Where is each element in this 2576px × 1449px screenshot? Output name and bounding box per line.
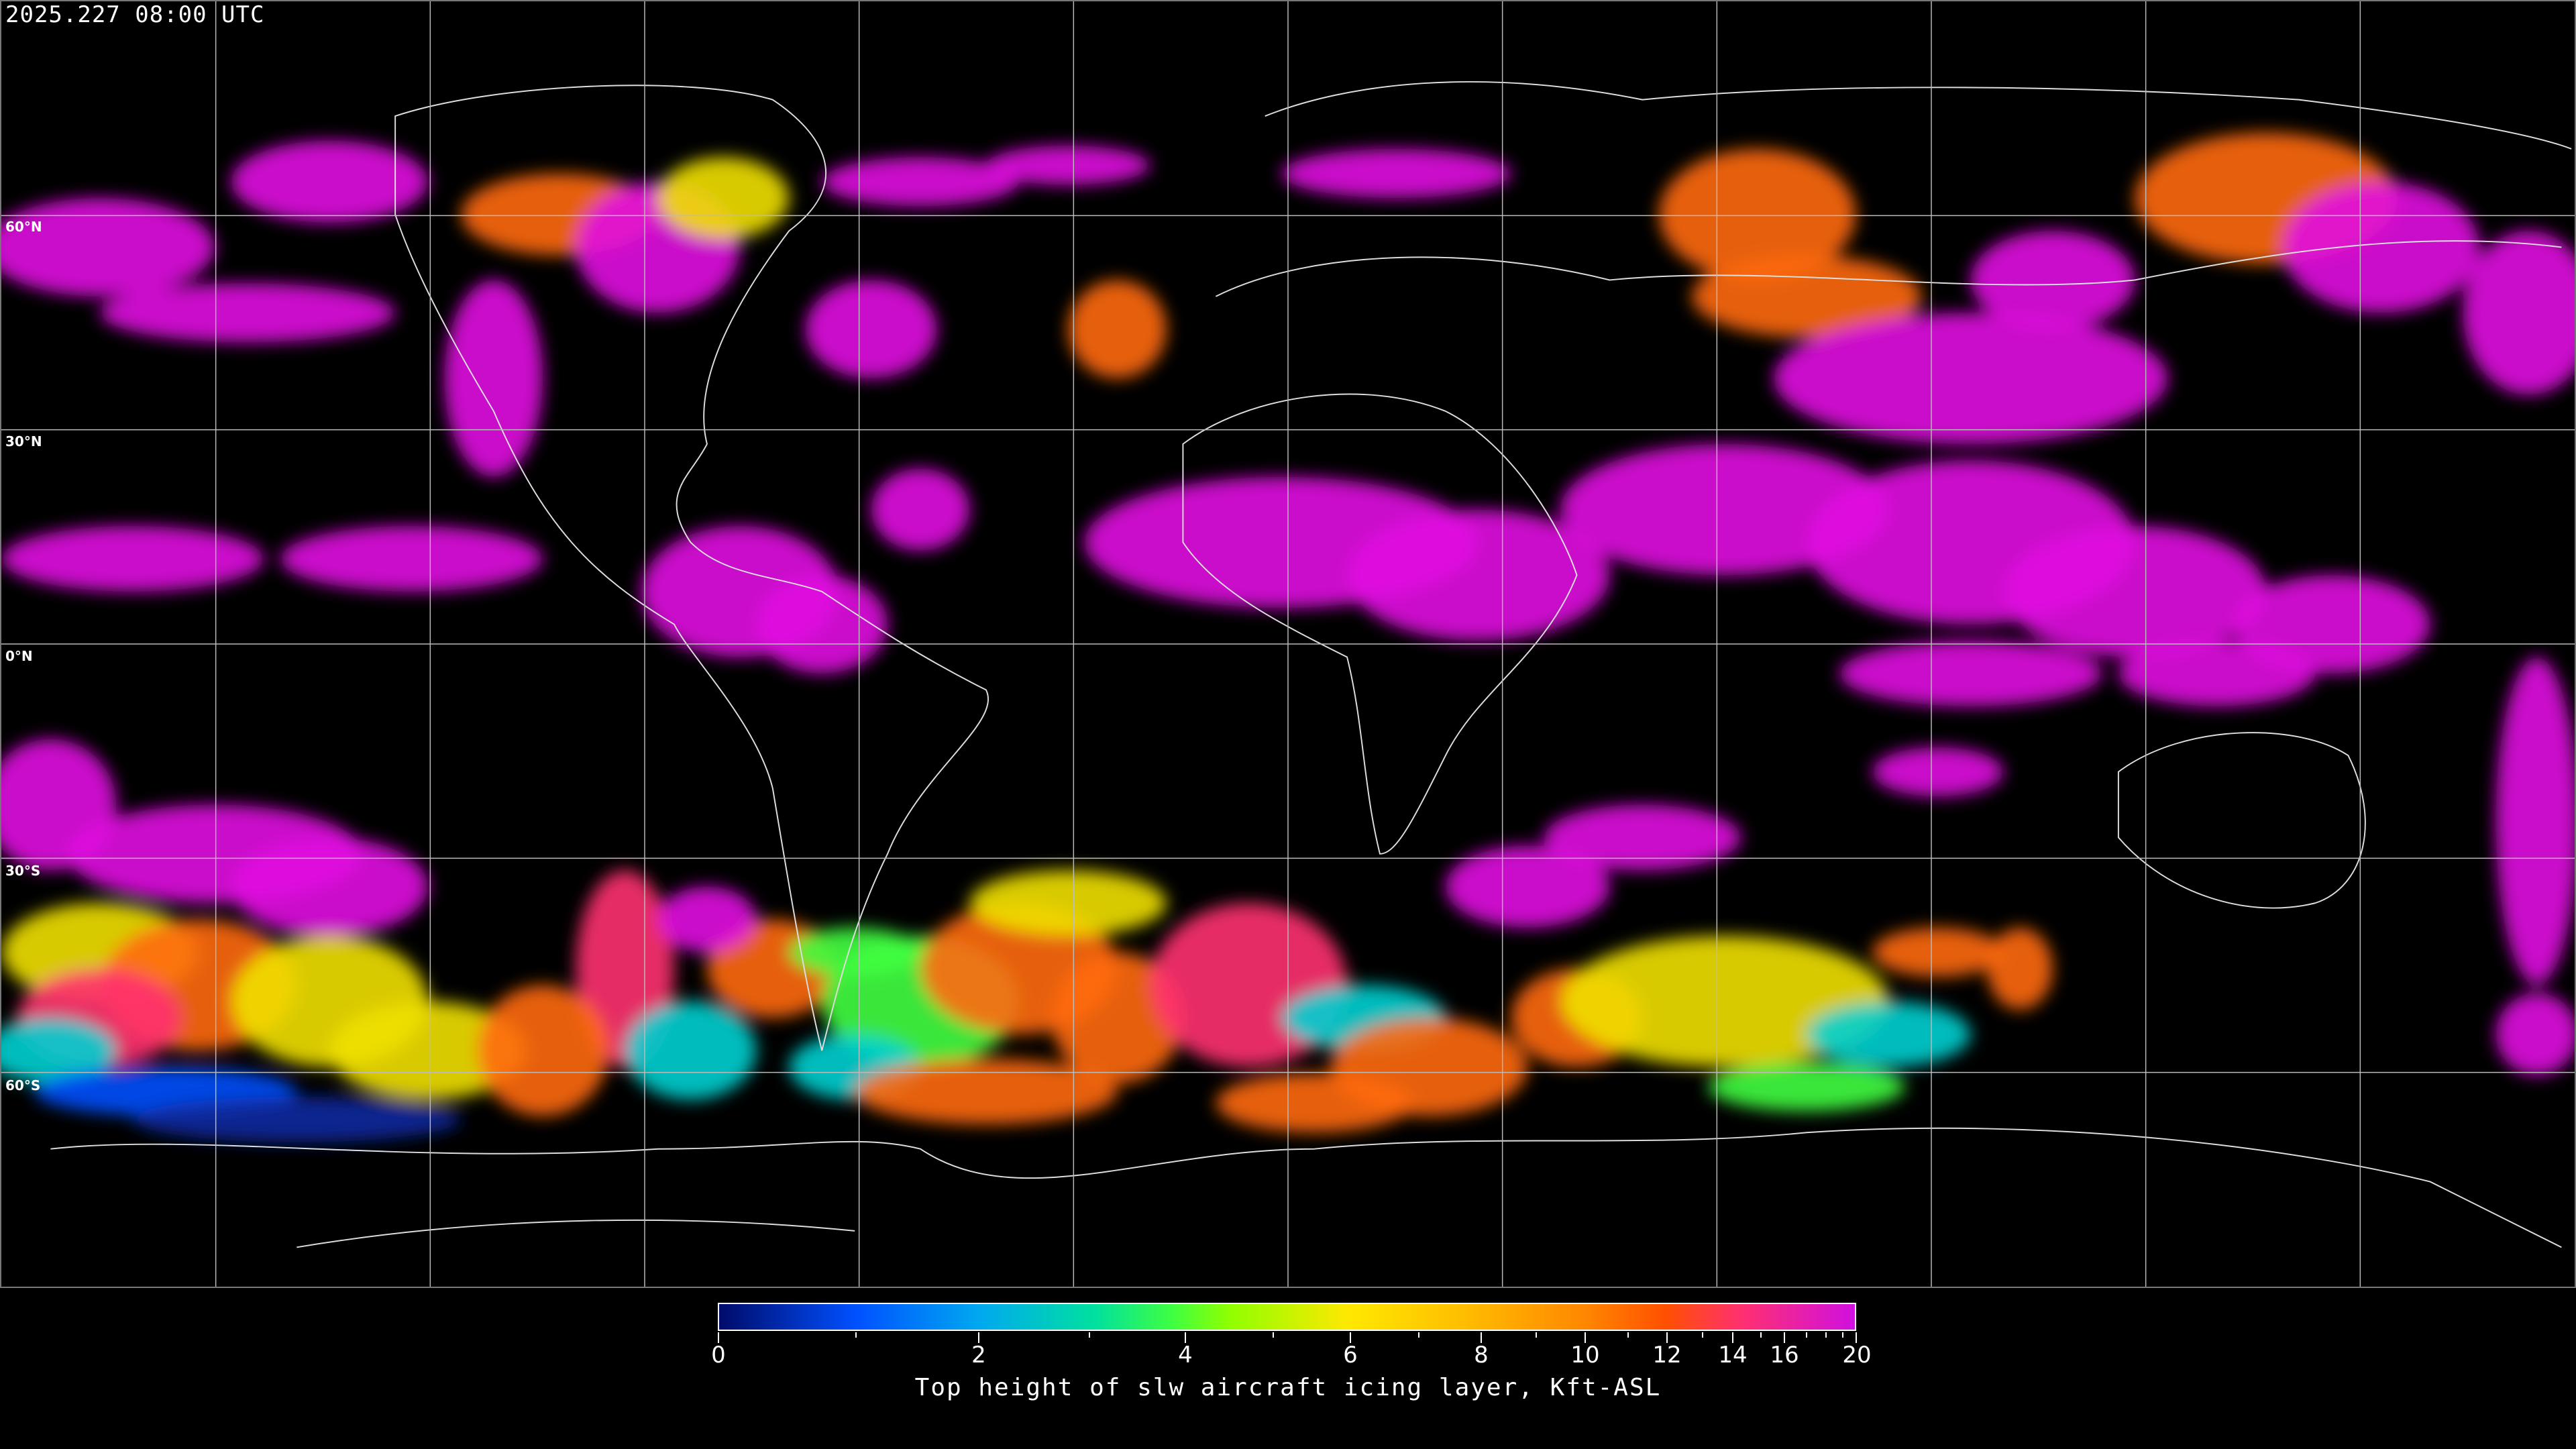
icing-cloud-region xyxy=(1807,1001,1971,1067)
icing-cloud-region xyxy=(2282,181,2480,313)
icing-cloud-region xyxy=(132,1096,461,1142)
icing-cloud-region xyxy=(855,1059,1118,1125)
icing-cloud-region xyxy=(231,837,429,936)
major-tick xyxy=(1784,1332,1785,1343)
major-tick xyxy=(1666,1332,1668,1343)
icing-cloud-region xyxy=(2003,526,2267,657)
minor-tick xyxy=(1089,1332,1090,1338)
tick-label: 16 xyxy=(1770,1342,1799,1368)
icing-cloud-region xyxy=(2496,993,2575,1075)
icing-map: 2025.227 08:00 UTC 60°N 30°N 0°N 30°S 60… xyxy=(0,0,2576,1288)
tick-label: 8 xyxy=(1474,1342,1489,1368)
lat-label-60s: 60°S xyxy=(5,1077,41,1093)
icing-cloud-region xyxy=(1,1018,117,1083)
icing-cloud-region xyxy=(2233,575,2430,674)
icing-cloud-region xyxy=(1281,148,1511,199)
tick-label: 4 xyxy=(1178,1342,1193,1368)
icing-cloud-region xyxy=(625,1001,757,1100)
icing-cloud-region xyxy=(1445,845,1610,928)
colorbar xyxy=(718,1303,1856,1331)
icing-cloud-region xyxy=(985,146,1150,185)
minor-tick xyxy=(1702,1332,1703,1338)
major-tick xyxy=(1585,1332,1586,1343)
lat-label-30s: 30°S xyxy=(5,863,41,879)
map-canvas xyxy=(1,1,2575,1287)
tick-label: 0 xyxy=(711,1342,726,1368)
icing-cloud-region xyxy=(444,280,543,477)
icing-cloud-region xyxy=(805,280,937,379)
icing-cloud-region xyxy=(231,140,429,223)
tick-label: 20 xyxy=(1842,1342,1872,1368)
major-tick xyxy=(978,1332,979,1343)
lat-label-60n: 60°N xyxy=(5,219,42,235)
major-tick xyxy=(1185,1332,1186,1343)
icing-cloud-region xyxy=(871,468,970,551)
icing-cloud-region xyxy=(1347,509,1610,641)
icing-cloud-region xyxy=(1068,280,1167,379)
minor-tick xyxy=(855,1332,857,1338)
icing-cloud-region xyxy=(1544,804,1741,871)
minor-tick xyxy=(1825,1332,1827,1338)
icing-cloud-region xyxy=(657,886,757,953)
minor-tick xyxy=(1627,1332,1629,1338)
icing-cloud-region xyxy=(657,157,790,239)
icing-cloud-region xyxy=(756,575,888,674)
icing-cloud-region xyxy=(1708,1062,1905,1112)
timestamp: 2025.227 08:00 UTC xyxy=(5,1,265,28)
icing-cloud-region xyxy=(1216,1073,1413,1133)
minor-tick xyxy=(1806,1332,1807,1338)
icing-cloud-region xyxy=(477,985,609,1116)
tick-label: 12 xyxy=(1652,1342,1682,1368)
tick-label: 2 xyxy=(971,1342,986,1368)
major-tick xyxy=(1732,1332,1733,1343)
icing-cloud-region xyxy=(1970,231,2135,329)
lat-label-30n: 30°N xyxy=(5,433,42,449)
icing-cloud-region xyxy=(1774,313,2168,444)
icing-cloud-region xyxy=(789,927,920,977)
icing-cloud-region xyxy=(1987,927,2053,1010)
icing-cloud-region xyxy=(1,526,264,592)
minor-tick xyxy=(1273,1332,1274,1338)
tick-label: 10 xyxy=(1570,1342,1600,1368)
icing-cloud-region xyxy=(329,1001,527,1100)
major-tick xyxy=(1856,1332,1857,1343)
icing-cloud-region xyxy=(822,157,1019,207)
coastlines xyxy=(50,81,2572,1248)
icing-cloud-region xyxy=(2118,641,2316,706)
minor-tick xyxy=(1842,1332,1843,1338)
tick-label: 6 xyxy=(1343,1342,1358,1368)
tick-label: 14 xyxy=(1718,1342,1748,1368)
colorbar-label: Top height of slw aircraft icing layer, … xyxy=(914,1374,1662,1401)
minor-tick xyxy=(1536,1332,1537,1338)
icing-cloud-fields xyxy=(1,132,2575,1142)
icing-cloud-region xyxy=(99,283,396,343)
major-tick xyxy=(718,1332,719,1343)
icing-cloud-region xyxy=(2463,231,2575,395)
lat-label-0n: 0°N xyxy=(5,648,33,664)
icing-cloud-region xyxy=(280,526,543,592)
minor-tick xyxy=(1418,1332,1419,1338)
major-tick xyxy=(1481,1332,1482,1343)
icing-cloud-region xyxy=(2496,657,2575,985)
major-tick xyxy=(1350,1332,1351,1343)
minor-tick xyxy=(1760,1332,1762,1338)
icing-cloud-region xyxy=(1839,641,2102,706)
icing-cloud-region xyxy=(1872,747,2004,797)
icing-cloud-region xyxy=(1658,148,1856,280)
icing-cloud-region xyxy=(969,870,1167,936)
icing-cloud-region xyxy=(1,198,215,297)
graticule xyxy=(1,1,2575,1287)
icing-cloud-region xyxy=(1872,927,2004,977)
